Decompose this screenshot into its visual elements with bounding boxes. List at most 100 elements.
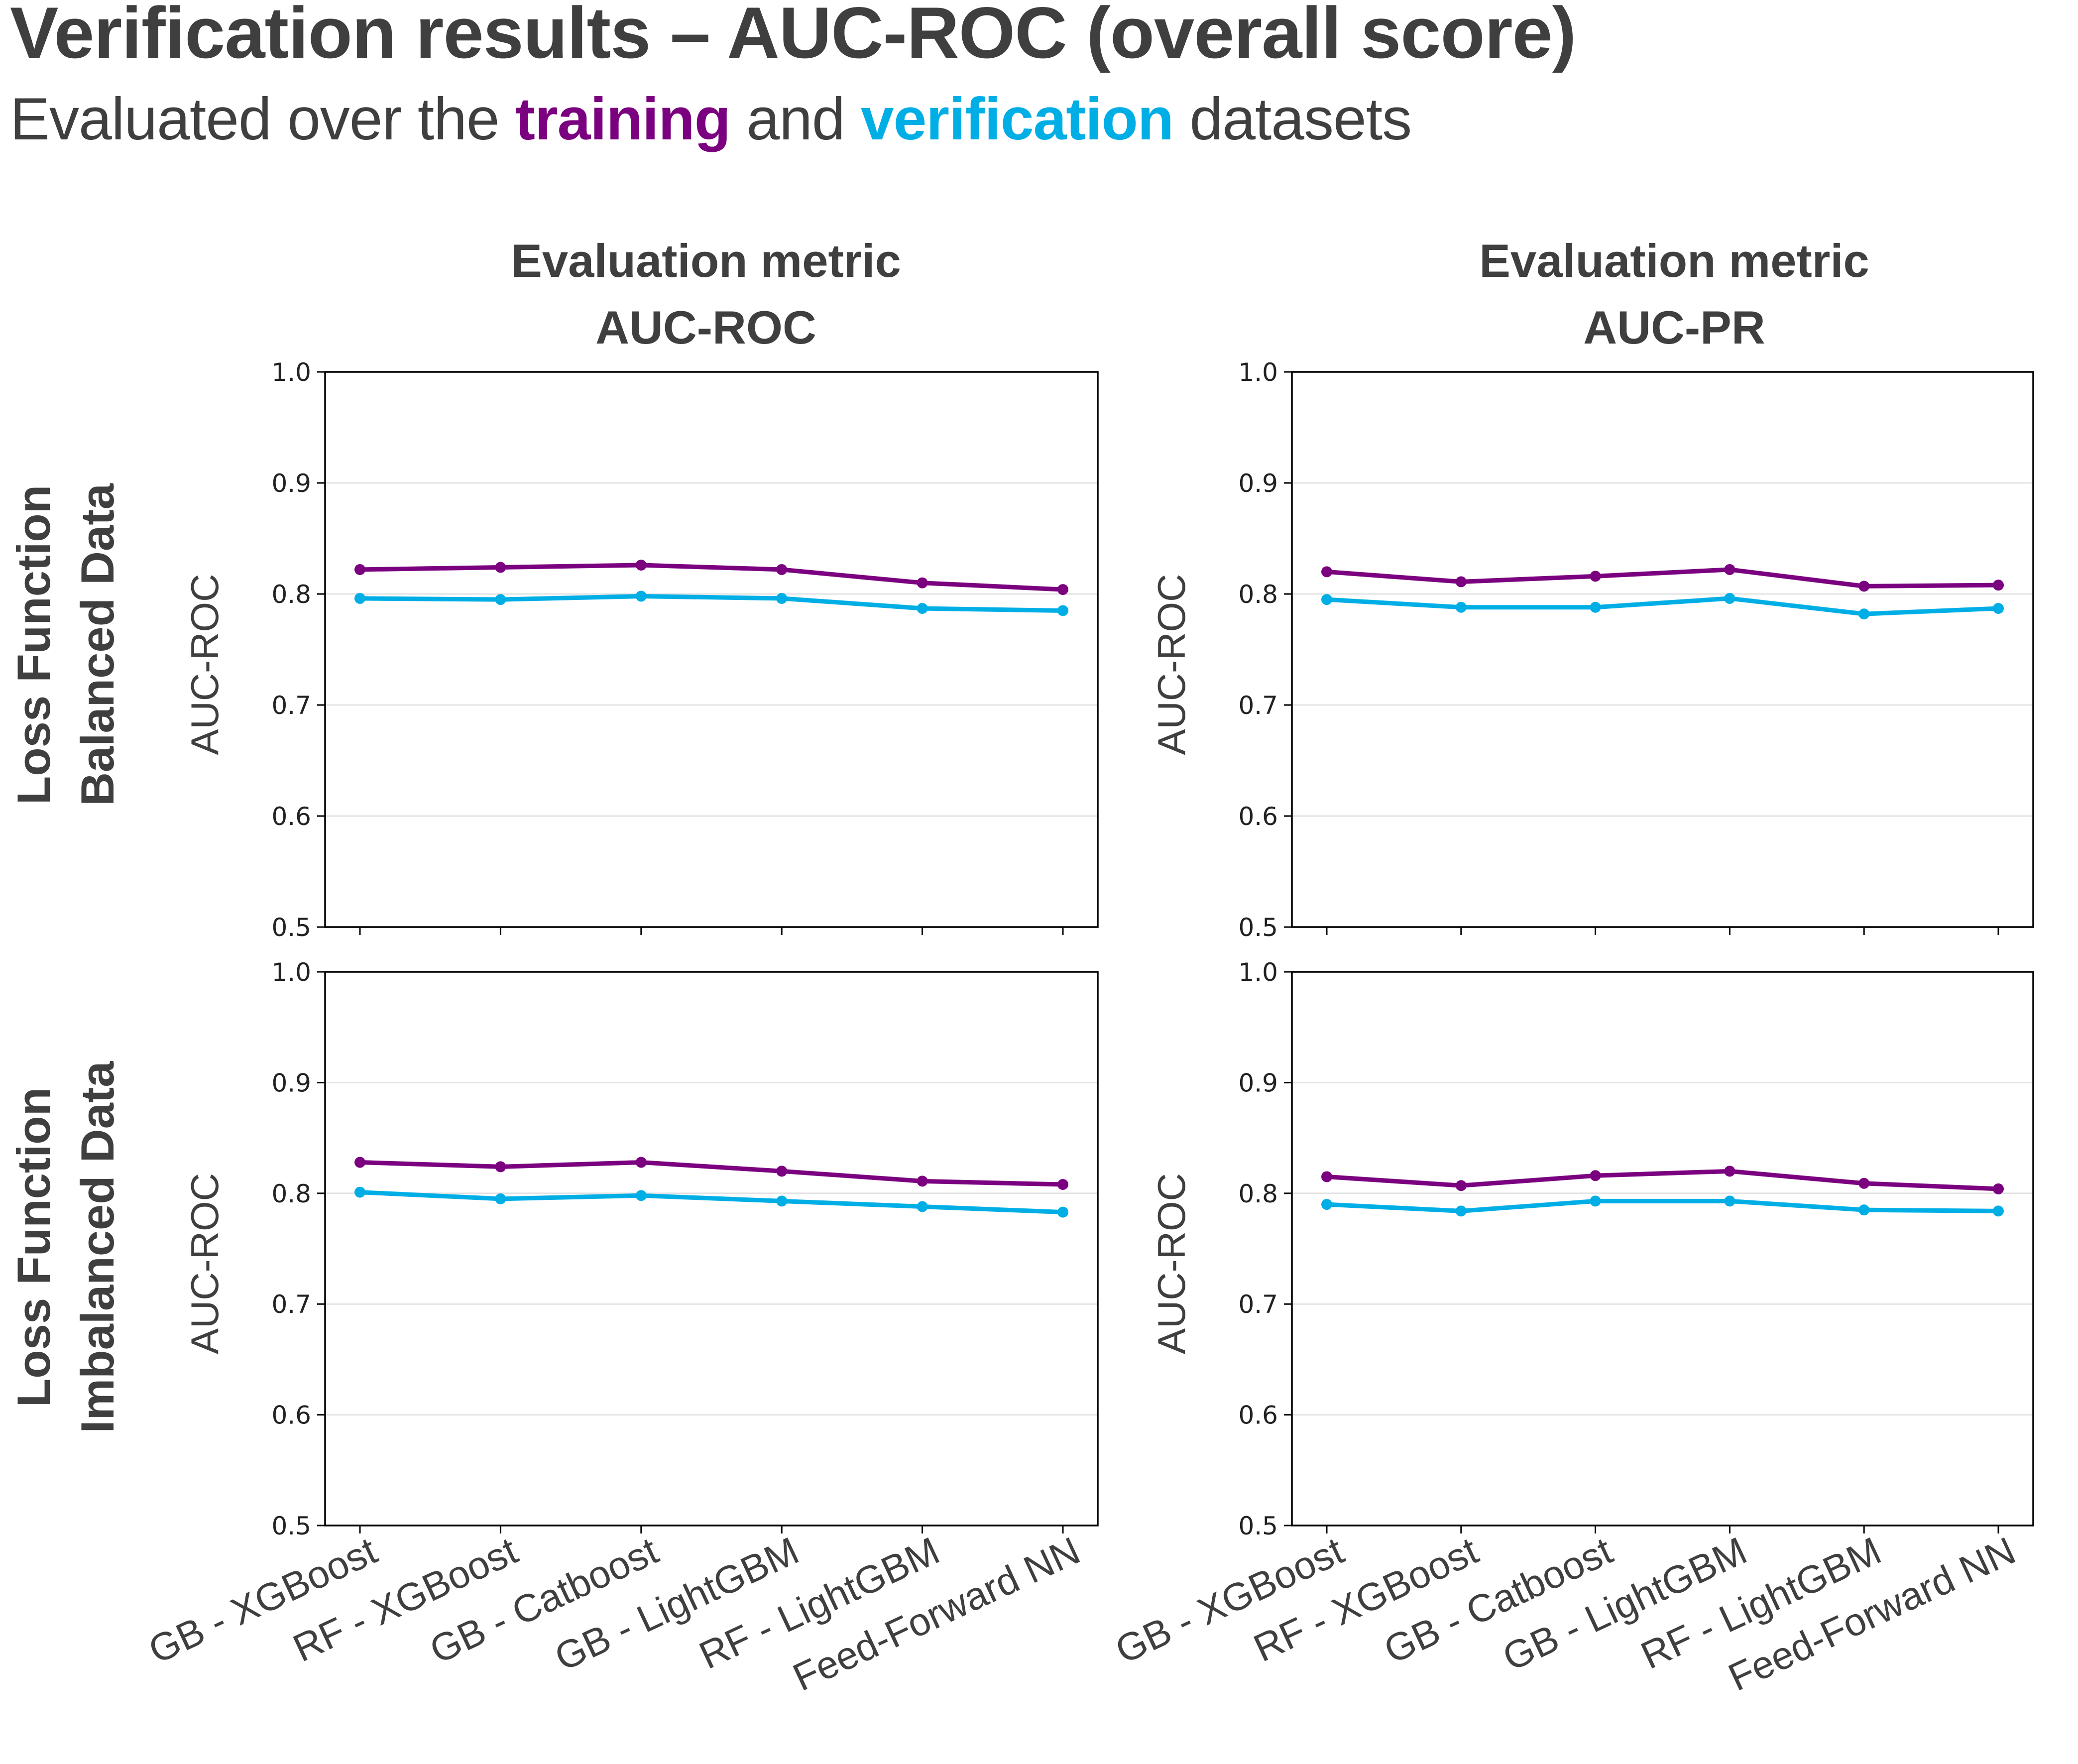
y-tick-label: 0.9: [1238, 1068, 1278, 1097]
row-header-line2: Imbalanced Data: [71, 1061, 123, 1433]
plot-frame: [1291, 971, 2034, 1527]
training-data-point: [1057, 584, 1068, 595]
verification-data-point: [1724, 592, 1735, 604]
y-tick-label: 0.5: [271, 913, 311, 942]
y-tick-label: 0.9: [271, 469, 311, 498]
training-series-line: [1326, 1169, 1999, 1191]
y-tick-label: 0.9: [1238, 469, 1278, 498]
training-data-point: [1590, 571, 1601, 582]
training-data-point: [917, 1176, 928, 1187]
y-tick-label: 0.8: [271, 1179, 311, 1208]
training-series-line: [1326, 567, 1999, 588]
chart-subtitle: Evaluated over the training and verifica…: [10, 85, 1412, 153]
y-tick-label: 1.0: [1238, 358, 1278, 387]
column-header-line2: AUC-PR: [1583, 301, 1765, 353]
y-tick-label: 0.7: [1238, 691, 1278, 720]
subtitle-middle: and: [730, 86, 861, 152]
verification-data-point: [1993, 1205, 2004, 1217]
verification-data-point: [1057, 605, 1068, 616]
training-data-point: [1724, 564, 1735, 575]
verification-data-point: [495, 594, 506, 605]
verification-data-point: [776, 1195, 788, 1207]
training-data-point: [1455, 1180, 1467, 1191]
verification-data-point: [635, 590, 647, 602]
training-data-point: [354, 1157, 365, 1168]
training-data-point: [1858, 1177, 1870, 1189]
subtitle-suffix: datasets: [1173, 86, 1412, 152]
verification-data-point: [917, 602, 928, 614]
y-axis-label: AUC-ROC: [1150, 574, 1193, 755]
training-data-point: [1993, 580, 2004, 591]
training-data-point: [1858, 581, 1870, 592]
verification-data-point: [354, 1186, 365, 1198]
subtitle-prefix: Evaluated over the: [10, 86, 516, 152]
training-data-point: [776, 564, 788, 575]
plot-frame: [324, 371, 1099, 928]
verification-data-point: [776, 592, 788, 604]
verification-data-point: [1993, 602, 2004, 614]
y-tick-label: 0.5: [1238, 913, 1278, 942]
verification-data-point: [1724, 1195, 1735, 1207]
y-axis-label: AUC-ROC: [1150, 1173, 1193, 1354]
verification-data-point: [1321, 1199, 1332, 1210]
verification-series-line: [359, 593, 1063, 613]
training-data-point: [776, 1166, 788, 1177]
column-header-line1: Evaluation metric: [1479, 235, 1869, 287]
column-header-line1: Evaluation metric: [511, 235, 901, 287]
verification-data-point: [1321, 594, 1332, 605]
row-header-line1: Loss Function: [7, 1087, 60, 1407]
training-data-point: [1590, 1170, 1601, 1181]
training-data-point: [1724, 1166, 1735, 1177]
chart-title: Verification results – AUC-ROC (overall …: [10, 0, 1576, 73]
training-data-point: [1321, 566, 1332, 578]
y-tick-label: 0.9: [271, 1068, 311, 1097]
training-data-point: [495, 562, 506, 573]
row-header-line2: Balanced Data: [71, 483, 123, 806]
training-data-point: [1057, 1179, 1068, 1190]
y-tick-label: 0.8: [1238, 580, 1278, 609]
verification-data-point: [1858, 1204, 1870, 1216]
training-data-point: [635, 560, 647, 571]
verification-data-point: [1455, 1205, 1467, 1217]
y-tick-label: 0.6: [1238, 1401, 1278, 1430]
y-tick-label: 1.0: [271, 358, 311, 387]
y-tick-label: 0.7: [1238, 1290, 1278, 1319]
y-tick-label: 0.5: [1238, 1512, 1278, 1540]
verification-data-point: [1057, 1206, 1068, 1218]
y-tick-label: 1.0: [271, 958, 311, 987]
y-tick-label: 1.0: [1238, 958, 1278, 987]
training-series-line: [359, 563, 1063, 592]
training-data-point: [1321, 1171, 1332, 1182]
y-tick-label: 0.6: [1238, 802, 1278, 831]
plot-frame: [324, 971, 1099, 1527]
training-data-point: [1455, 576, 1467, 588]
plot-frame: [1291, 371, 2034, 928]
x-tick-label: GB - XGBoost: [142, 1529, 383, 1672]
subtitle-training: training: [515, 86, 731, 152]
verification-data-point: [495, 1193, 506, 1204]
verification-data-point: [917, 1201, 928, 1212]
y-axis-label: AUC-ROC: [183, 1173, 227, 1354]
y-tick-label: 0.7: [271, 1290, 311, 1319]
verification-series-line: [1326, 1198, 1999, 1213]
verification-series-line: [1326, 596, 1999, 616]
y-tick-label: 0.5: [271, 1512, 311, 1540]
verification-data-point: [354, 592, 365, 604]
training-data-point: [917, 577, 928, 588]
y-axis-label: AUC-ROC: [183, 574, 227, 755]
subtitle-verification: verification: [860, 86, 1174, 152]
y-tick-label: 0.8: [271, 580, 311, 609]
training-data-point: [635, 1157, 647, 1168]
y-tick-label: 0.6: [271, 802, 311, 831]
verification-data-point: [1590, 601, 1601, 613]
verification-data-point: [635, 1190, 647, 1201]
row-header-line1: Loss Function: [7, 485, 60, 805]
y-tick-label: 0.8: [1238, 1179, 1278, 1208]
column-header-line2: AUC-ROC: [595, 301, 816, 353]
verification-data-point: [1590, 1195, 1601, 1207]
training-data-point: [354, 564, 365, 575]
verification-series-line: [359, 1190, 1063, 1215]
verification-data-point: [1858, 608, 1870, 620]
training-data-point: [1993, 1183, 2004, 1194]
